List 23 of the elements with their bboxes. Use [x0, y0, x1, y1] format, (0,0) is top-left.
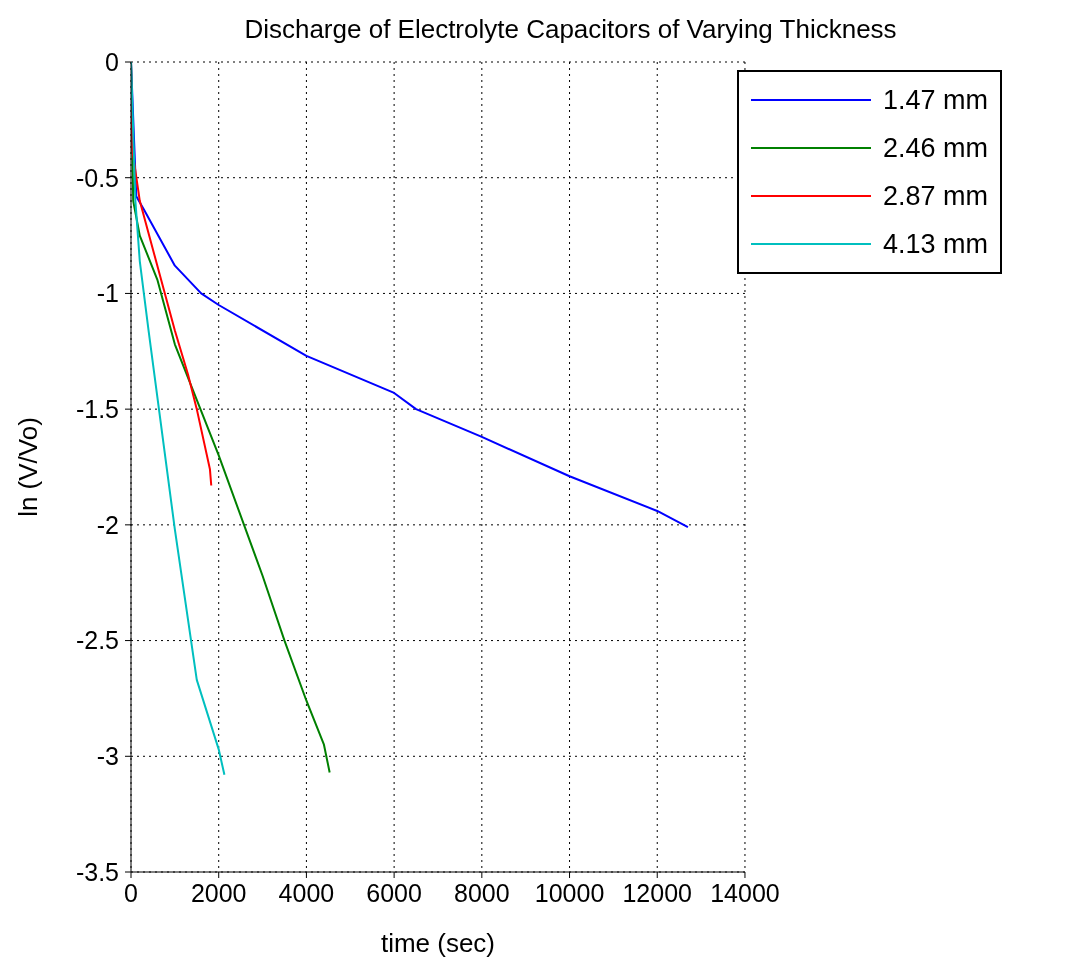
y-tick-label: -3.5	[75, 857, 119, 886]
legend-label: 1.47 mm	[882, 84, 988, 116]
y-tick-label: -0.5	[75, 163, 119, 192]
x-tick-label: 2000	[190, 878, 247, 907]
legend-label: 2.87 mm	[882, 180, 988, 212]
x-tick-label: 0	[124, 878, 138, 907]
y-tick-label: -2.5	[75, 626, 119, 655]
y-tick-label: 0	[105, 47, 119, 76]
x-tick-label: 4000	[278, 878, 335, 907]
legend-label: 4.13 mm	[882, 228, 988, 260]
y-tick-label: -3	[96, 742, 119, 771]
legend-label: 2.46 mm	[882, 132, 988, 164]
y-tick-label: -1.5	[75, 395, 119, 424]
y-tick-label: -2	[96, 510, 119, 539]
x-tick-label: 10000	[534, 878, 605, 907]
x-tick-label: 6000	[366, 878, 422, 907]
y-axis-title: ln (V/Vo)	[13, 417, 44, 517]
x-tick-label: 12000	[622, 878, 693, 907]
x-tick-label: 14000	[710, 878, 780, 907]
x-tick-label: 8000	[454, 878, 510, 907]
x-axis-title: time (sec)	[380, 928, 496, 958]
y-tick-label: -1	[96, 279, 119, 308]
chart-title: Discharge of Electrolyte Capacitors of Varying Thickness	[243, 14, 898, 45]
